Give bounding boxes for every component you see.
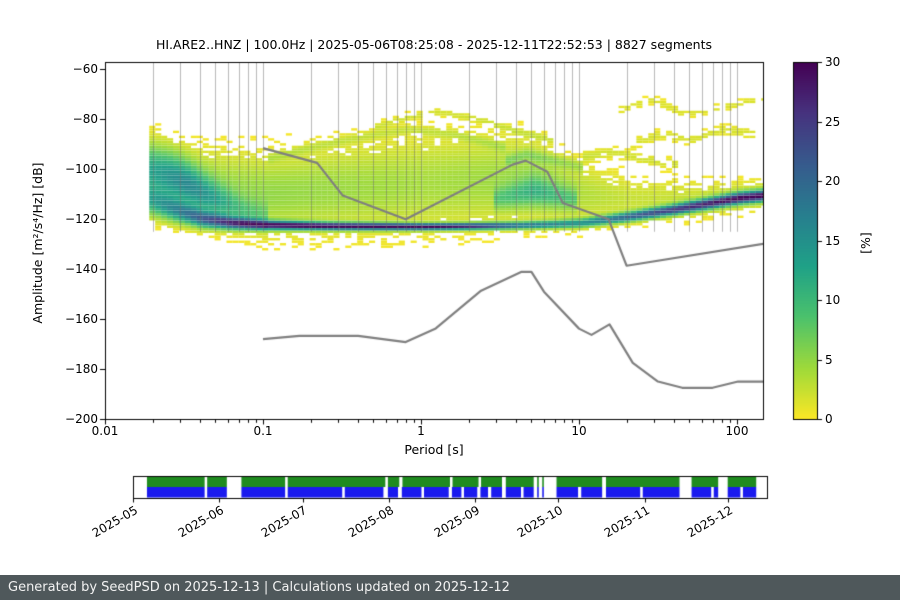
x-tick-label: 0.1 (253, 424, 273, 438)
x-tick-label: 0.01 (91, 424, 119, 438)
colorbar-tick-label: 25 (825, 114, 841, 129)
footer-text: Generated by SeedPSD on 2025-12-13 | Cal… (8, 580, 510, 595)
y-tick-label: −200 (65, 412, 98, 426)
x-tick-label: 100 (725, 424, 749, 438)
y-tick-label: −180 (65, 362, 98, 377)
y-axis-label: Amplitude [m²/s⁴/Hz] [dB] (30, 162, 45, 324)
y-axis-label-anchor: Amplitude [m²/s⁴/Hz] [dB] (30, 162, 191, 323)
x-axis-label: Period [s] (404, 442, 464, 457)
colorbar-label-anchor: [%] (858, 232, 880, 259)
y-tick-label: −60 (72, 62, 98, 77)
footer-bar: Generated by SeedPSD on 2025-12-13 | Cal… (0, 575, 900, 600)
colorbar-tick-label: 5 (825, 352, 833, 367)
y-tick-label: −140 (65, 262, 98, 277)
chart-title: HI.ARE2..HNZ | 100.0Hz | 2025-05-06T08:2… (155, 37, 713, 52)
colorbar-tick-label: 10 (825, 293, 841, 307)
colorbar-tick-label: 15 (825, 233, 841, 248)
y-tick-label: −120 (65, 212, 98, 227)
colorbar-tick-label: 30 (825, 55, 841, 69)
colorbar-tick-label: 20 (825, 174, 841, 188)
y-tick-label: −80 (72, 112, 98, 127)
x-tick-label: 10 (571, 424, 587, 438)
x-tick-label: 1 (417, 424, 425, 438)
colorbar-tick-label: 0 (825, 412, 833, 426)
colorbar-label: [%] (858, 232, 873, 254)
y-tick-label: −100 (65, 162, 98, 177)
y-tick-label: −160 (65, 312, 98, 327)
